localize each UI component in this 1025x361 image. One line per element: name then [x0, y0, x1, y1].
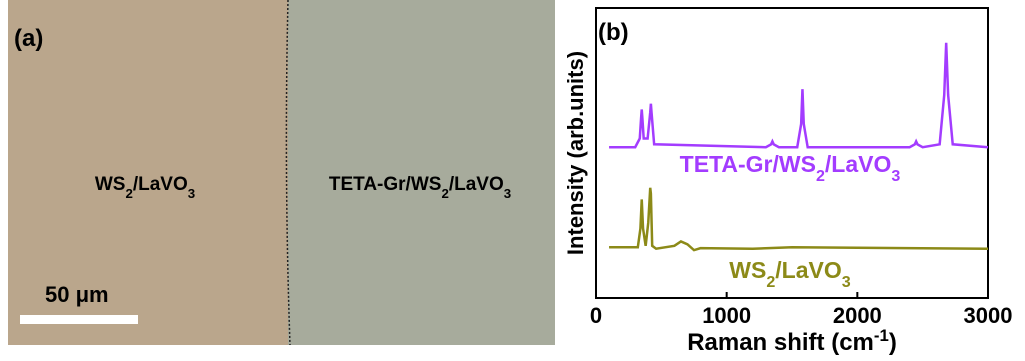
text-part: WS: [95, 174, 126, 195]
text-part: 2: [441, 186, 448, 201]
panel-label: (a): [14, 25, 43, 52]
text-part: 2: [125, 186, 132, 201]
x-axis-label: Raman shift (cm-1): [687, 326, 897, 357]
text-part: /LaVO: [825, 151, 891, 177]
x-tick-label: 0: [590, 303, 602, 328]
text-part: 3: [504, 186, 511, 201]
series-label: WS2/LaVO3: [729, 257, 850, 291]
text-part: 3: [842, 273, 851, 291]
text-part: 2: [816, 167, 825, 185]
series-label: TETA-Gr/WS2/LaVO3: [680, 151, 901, 185]
x-tick-label: 2000: [833, 303, 882, 328]
text-part: ): [889, 329, 897, 356]
panel-label: (b): [598, 19, 629, 46]
scale-bar: [20, 315, 138, 324]
text-part: TETA-Gr/WS: [329, 174, 442, 195]
spectrum: [609, 188, 988, 250]
spectrum: [609, 43, 988, 147]
text-part: 3: [891, 167, 900, 185]
x-tick-label: 1000: [702, 303, 751, 328]
text-part: /LaVO: [133, 174, 188, 195]
text-part: /LaVO: [449, 174, 504, 195]
text-part: Raman shift (cm: [687, 329, 874, 356]
micrograph-right: [288, 0, 555, 345]
text-part: -1: [874, 326, 889, 345]
figure: (a) WS2/LaVO3 TETA-Gr/WS2/LaVO3 50 μm (b…: [0, 0, 1025, 361]
x-tick-label: 3000: [964, 303, 1013, 328]
text-part: /LaVO: [775, 257, 841, 283]
text-part: TETA-Gr/WS: [680, 151, 816, 177]
scale-label: 50 μm: [45, 282, 109, 307]
text-part: 3: [188, 186, 195, 201]
text-part: WS: [729, 257, 766, 283]
text-part: 2: [766, 273, 775, 291]
y-axis-label: Intensity (arb.units): [563, 51, 588, 255]
